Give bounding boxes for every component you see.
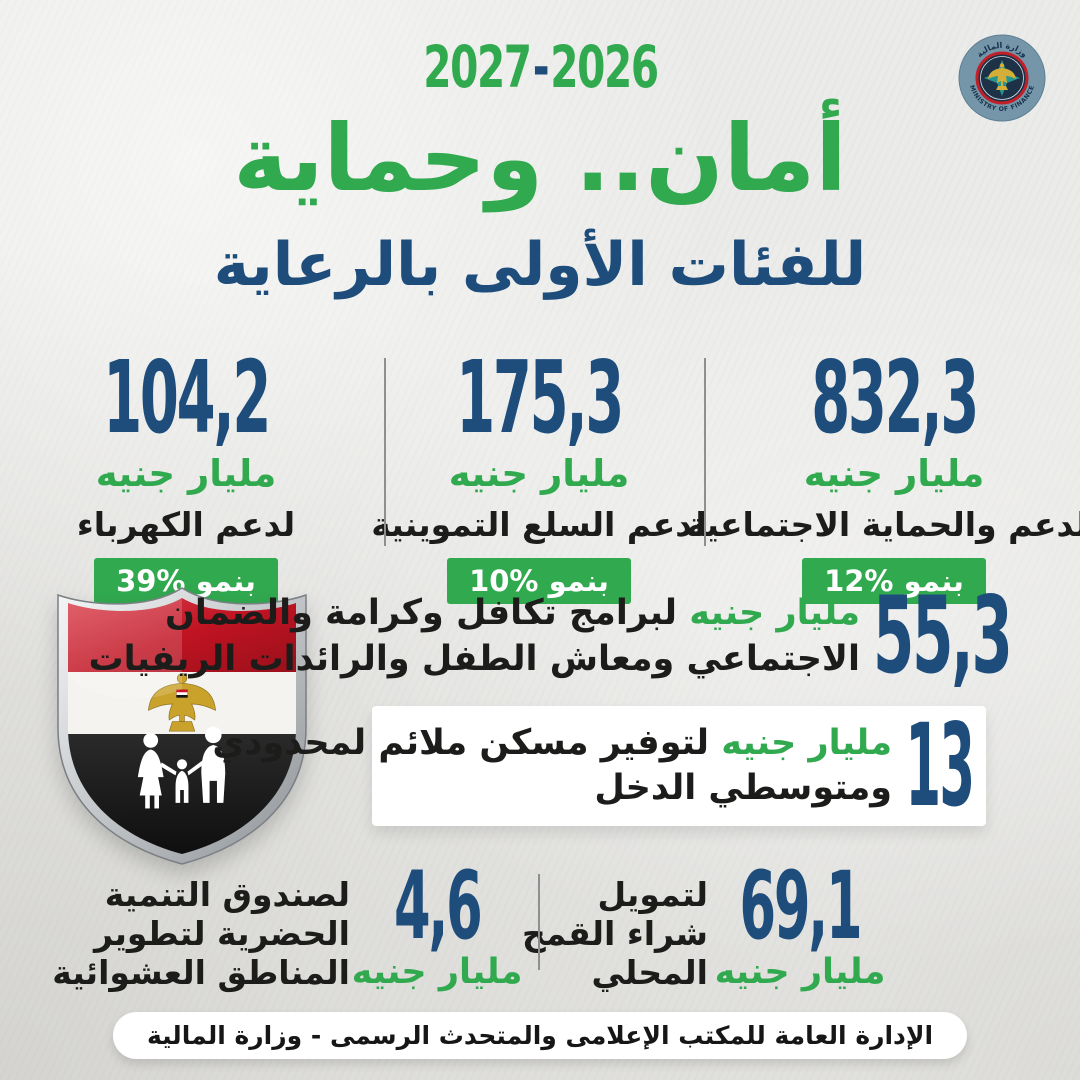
stat-label: لتمويل شراء القمح المحلي (521, 866, 708, 993)
column-divider (704, 358, 706, 546)
stat-value: 104,2 (103, 338, 271, 456)
eagle-of-saladin-icon (148, 673, 216, 732)
stat-unit: مليار جنيه (351, 952, 523, 992)
stat-label-line3: المحلي (591, 952, 708, 992)
growth-badge: بنمو %12 (802, 558, 986, 604)
stat-unit: مليار جنيه (448, 452, 630, 495)
stat-label-line3: المناطق العشوائية (52, 952, 350, 992)
column-divider (384, 358, 386, 546)
stat-value: 13 (905, 698, 975, 832)
stat-value: 4,6 (393, 852, 483, 962)
footer-credit: الإدارة العامة للمكتب الإعلامى والمتحدث … (112, 1012, 968, 1059)
stat-unit: مليار جنيه (714, 952, 886, 992)
wheat-stat: 69,1 مليار جنيه لتمويل شراء القمح المحلي (521, 860, 886, 993)
stat-label-line1: لتمويل (597, 875, 708, 914)
stat-electricity: 104,2 مليار جنيه لدعم الكهرباء بنمو %39 (22, 338, 350, 604)
stat-label-line2: الحضرية لتطوير (93, 913, 350, 953)
fiscal-year: 2027-2026 (0, 38, 1080, 102)
urban-development-stat: 4,6 مليار جنيه لصندوق التنمية الحضرية لت… (52, 860, 523, 993)
growth-badge: بنمو %10 (447, 558, 631, 604)
stat-value-wrap: 13 (905, 698, 975, 832)
stat-label: لدعم الكهرباء (76, 505, 296, 544)
stat-value: 175,3 (456, 338, 624, 456)
stat-unit: مليار جنيه (95, 452, 277, 495)
ministry-of-finance-logo: وزارة المالية MINISTRY OF FINANCE (958, 34, 1046, 122)
stat-value: 69,1 (739, 852, 863, 962)
stat-social-protection: 832,3 مليار جنيه للدعم والحماية الاجتماع… (687, 338, 1080, 604)
stat-label-line2: الاجتماعي ومعاش الطفل والرائدات الريفيات (88, 639, 860, 680)
flag-red-stripe (68, 598, 296, 672)
shield-icon (57, 587, 307, 865)
stat-value-wrap: 832,3 (730, 338, 1058, 456)
housing-stat: 13 مليار جنيه لتوفير مسكن ملائم لمحدودي … (212, 698, 986, 832)
fiscal-year-text: 2027-2026 (423, 38, 659, 96)
takaful-karama-stat: 55,3 مليار جنيه لبرامج تكافل وكرامة والض… (88, 574, 1013, 697)
stat-unit: مليار جنيه (721, 722, 892, 763)
stat-label: لدعم السلع التموينية (371, 505, 707, 544)
stat-label: لصندوق التنمية الحضرية لتطوير المناطق ال… (52, 866, 350, 993)
stat-value: 55,3 (873, 574, 1013, 697)
logo-eagle-icon (988, 63, 1016, 90)
stat-label-line2: شراء القمح (521, 913, 708, 953)
year-left: 2027 (422, 33, 532, 101)
stat-value: 832,3 (811, 338, 979, 456)
stat-label: للدعم والحماية الاجتماعية (686, 505, 1080, 544)
main-title: أمان.. وحماية (233, 105, 847, 212)
subtitle: للفئات الأولى بالرعاية (213, 230, 867, 300)
egypt-flag-shield (50, 584, 314, 876)
stat-unit: مليار جنيه (803, 452, 985, 495)
stat-label-line2: ومتوسطي الدخل (594, 768, 892, 808)
column-divider (538, 874, 540, 970)
year-separator: - (532, 33, 549, 101)
stat-label: مليار جنيه لتوفير مسكن ملائم لمحدودي ومت… (212, 721, 892, 812)
ministry-logo-icon: وزارة المالية MINISTRY OF FINANCE (958, 34, 1046, 122)
stat-value-wrap: 55,3 (873, 574, 1013, 697)
stat-label-line1: لتوفير مسكن ملائم لمحدودي (212, 722, 710, 763)
stat-unit: مليار جنيه (689, 592, 860, 633)
stat-value-wrap: 69,1 مليار جنيه (715, 860, 886, 992)
family-silhouette-icon (137, 726, 226, 809)
year-right: 2026 (549, 33, 659, 101)
stat-value-wrap: 4,6 مليار جنيه (352, 860, 523, 992)
stat-value-wrap: 104,2 (22, 338, 350, 456)
stat-label-line1: لبرامج تكافل وكرامة والضمان (164, 592, 678, 633)
stat-food-subsidy: 175,3 مليار جنيه لدعم السلع التموينية بن… (371, 338, 707, 604)
stat-label-line1: لصندوق التنمية (104, 875, 350, 914)
stat-value-wrap: 175,3 (375, 338, 703, 456)
stat-label: مليار جنيه لبرامج تكافل وكرامة والضمان ا… (88, 590, 860, 683)
